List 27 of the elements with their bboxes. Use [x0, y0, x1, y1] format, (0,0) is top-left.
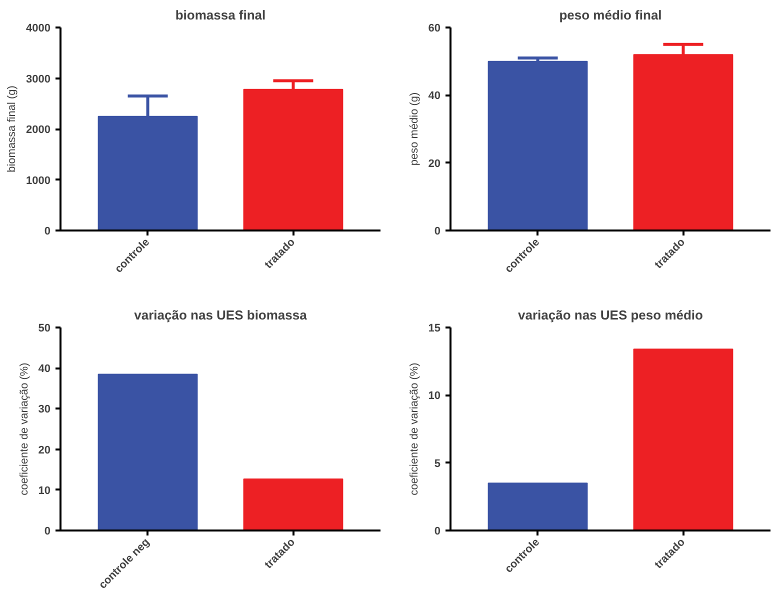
y-tick-label: 2000	[26, 124, 51, 136]
y-tick-label: 15	[428, 322, 441, 334]
y-axis-title: biomassa final (g)	[6, 86, 18, 172]
y-tick-label: 10	[428, 390, 441, 402]
y-tick-label: 4000	[26, 22, 51, 34]
y-tick-label: 0	[434, 526, 441, 538]
y-tick-label: 5	[434, 458, 441, 470]
y-tick-label: 3000	[26, 73, 51, 86]
y-tick-label: 20	[38, 444, 51, 456]
y-tick-label: 60	[428, 22, 441, 34]
chart-title: biomassa final	[175, 8, 266, 22]
y-tick-label: 40	[428, 90, 441, 102]
y-tick-label: 30	[38, 404, 51, 416]
y-tick-label: 1000	[26, 174, 51, 187]
y-tick-label: 0	[434, 226, 441, 238]
y-tick-label: 40	[38, 363, 51, 376]
chart-title: variação nas UES biomassa	[134, 308, 308, 322]
y-tick-label: 0	[44, 226, 51, 238]
y-axis-title: peso médio (g)	[408, 92, 420, 166]
y-axis-title: coeficiente de variação (%)	[18, 362, 30, 496]
y-tick-label: 0	[44, 526, 51, 538]
chart-title: peso médio final	[559, 8, 662, 22]
y-axis-title: coeficiente de variação (%)	[408, 362, 420, 496]
y-tick-label: 50	[38, 322, 51, 334]
y-tick-label: 20	[428, 158, 441, 170]
chart-title: variação nas UES peso médio	[518, 308, 704, 322]
y-tick-label: 10	[38, 484, 51, 497]
